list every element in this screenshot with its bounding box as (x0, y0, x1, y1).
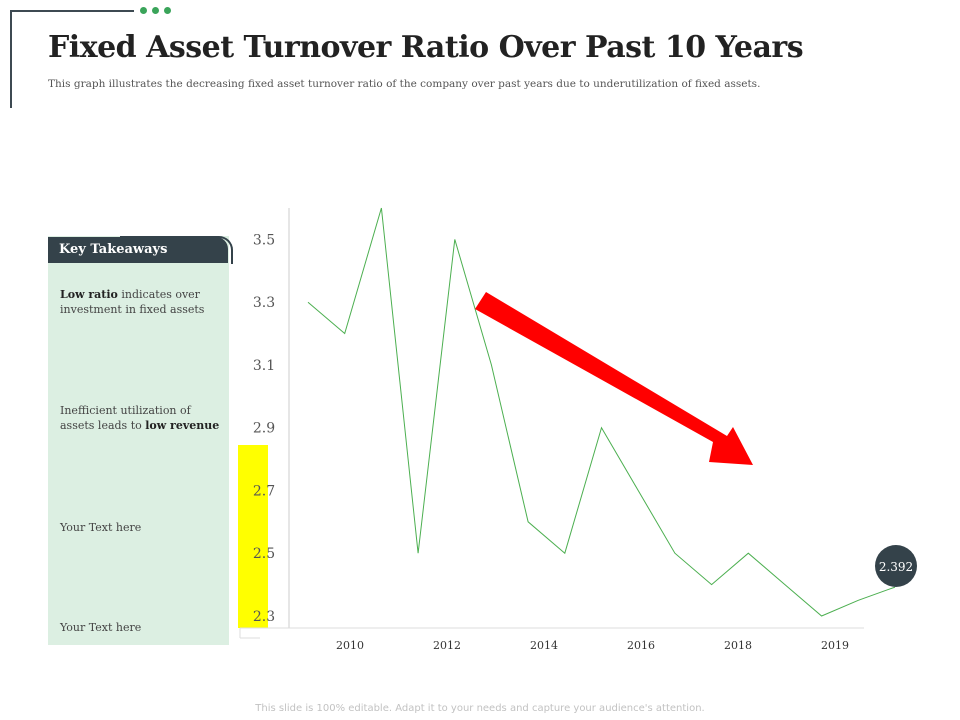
dot (140, 7, 147, 14)
y-tick-label: 2.9 (253, 421, 275, 437)
y-tick-label: 2.3 (253, 609, 275, 625)
slide-footer: This slide is 100% editable. Adapt it to… (255, 703, 705, 714)
y-tick-label: 3.1 (253, 358, 275, 374)
takeaway-item-2-line2: assets leads to low revenue (60, 418, 219, 433)
takeaways-header-curve (120, 236, 233, 264)
takeaway-item-2-line1: Inefficient utilization of (60, 404, 191, 417)
takeaway-item-4: Your Text here (60, 621, 142, 634)
takeaways-panel (48, 236, 229, 645)
x-tick-label: 2018 (724, 639, 752, 652)
takeaway-item-1-line1: Low ratio indicates over (60, 287, 204, 302)
takeaway-item-1-bold: Low ratio (60, 288, 118, 301)
series-line (307, 207, 896, 617)
decorative-dots (140, 7, 171, 14)
x-tick-label: 2014 (530, 639, 558, 652)
last-value-badge (875, 545, 917, 587)
last-value-label: 2.392 (879, 560, 913, 574)
yellow-highlight-bar (238, 445, 268, 628)
y-tick-label: 3.5 (253, 232, 275, 248)
takeaway-item-2-pre: assets leads to (60, 419, 146, 432)
trend-arrow-icon (475, 292, 753, 465)
takeaway-item-1: Low ratio indicates over investment in f… (60, 287, 204, 317)
y-tick-label: 2.7 (253, 483, 275, 499)
x-tick-label: 2010 (336, 639, 364, 652)
takeaways-header: Key Takeaways (48, 237, 228, 263)
takeaway-item-1-rest: indicates over (117, 288, 200, 301)
dot (164, 7, 171, 14)
takeaway-item-3: Your Text here (60, 521, 142, 534)
y-tick-label: 2.5 (253, 546, 275, 562)
dot (152, 7, 159, 14)
x-tick-label: 2019 (821, 639, 849, 652)
takeaway-item-2-bold: low revenue (145, 419, 220, 432)
corner-accent-vertical (10, 10, 12, 108)
y-tick-label: 3.3 (253, 295, 275, 311)
x-tick-label: 2016 (627, 639, 655, 652)
corner-accent-horizontal (10, 10, 134, 12)
x-tick-label: 2012 (433, 639, 461, 652)
slide-subtitle: This graph illustrates the decreasing fi… (48, 78, 761, 90)
takeaway-item-1-line2: investment in fixed assets (60, 303, 205, 316)
takeaway-item-2: Inefficient utilization of assets leads … (60, 403, 219, 433)
slide-title: Fixed Asset Turnover Ratio Over Past 10 … (48, 30, 804, 65)
